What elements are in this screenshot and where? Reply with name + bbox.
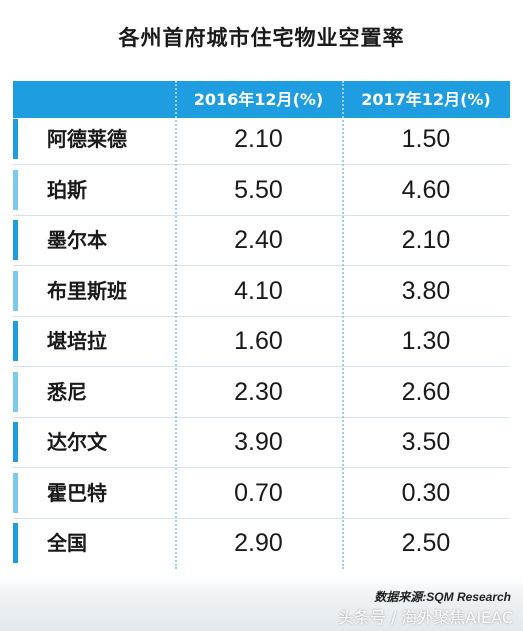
row-accent-bar	[13, 119, 18, 159]
row-accent-bar	[13, 220, 18, 260]
table-row: 珀斯 5.50 4.60	[13, 169, 510, 210]
value-2016: 2.90	[234, 529, 283, 557]
table-row: 霍巴特 0.70 0.30	[13, 472, 510, 513]
row-accent-bar	[13, 523, 18, 563]
value-2016: 2.40	[234, 226, 283, 254]
column-divider-2	[342, 81, 344, 569]
value-2017: 0.30	[401, 478, 451, 507]
row-separator	[13, 366, 510, 367]
value-2017: 2.60	[401, 377, 451, 406]
header-2017: 2017年12月(%)	[361, 90, 491, 109]
row-separator	[13, 315, 510, 317]
city-name: 霍巴特	[47, 480, 107, 505]
table-row: 全国 2.90 2.50	[13, 523, 510, 563]
city-name: 珀斯	[47, 177, 87, 202]
value-2017: 4.60	[401, 175, 451, 204]
table-row: 堪培拉 1.60 1.30	[13, 321, 510, 361]
value-2017: 2.10	[401, 226, 451, 254]
table-row: 阿德莱德 2.10 1.50	[13, 119, 510, 159]
column-divider-1	[175, 81, 177, 569]
value-2016: 2.30	[234, 377, 283, 406]
table-header: 2016年12月(%) 2017年12月(%)	[13, 81, 510, 118]
city-name: 堪培拉	[47, 329, 107, 353]
row-separator	[13, 164, 510, 165]
table-row: 悉尼 2.30 2.60	[13, 371, 510, 412]
value-2017: 1.30	[401, 327, 451, 355]
watermark: 头条号 / 海外聚焦AIEAC	[337, 608, 513, 627]
row-accent-bar	[13, 321, 18, 361]
row-accent-bar	[13, 169, 18, 210]
row-separator	[13, 214, 510, 216]
row-accent-bar	[13, 472, 18, 513]
city-name: 阿德莱德	[47, 127, 127, 151]
value-2016: 5.50	[234, 175, 283, 204]
row-accent-bar	[13, 270, 18, 311]
value-2016: 2.10	[234, 125, 283, 153]
row-separator	[13, 265, 510, 266]
value-2016: 0.70	[234, 478, 283, 507]
value-2016: 4.10	[234, 276, 283, 305]
value-2017: 3.50	[401, 428, 451, 456]
city-name: 布里斯班	[47, 278, 127, 303]
value-2017: 3.80	[401, 276, 451, 305]
table-title: 各州首府城市住宅物业空置率	[118, 26, 405, 50]
table-row: 达尔文 3.90 3.50	[13, 422, 510, 462]
row-separator	[13, 416, 510, 418]
value-2016: 3.90	[234, 428, 283, 456]
row-separator	[13, 467, 510, 468]
city-name: 全国	[47, 531, 87, 555]
header-2016: 2016年12月(%)	[193, 90, 324, 109]
row-accent-bar	[13, 422, 18, 462]
table-row: 墨尔本 2.40 2.10	[13, 220, 510, 260]
row-accent-bar	[13, 371, 18, 412]
city-name: 悉尼	[47, 379, 87, 404]
value-2016: 1.60	[234, 327, 283, 355]
bottom-band	[0, 575, 523, 631]
value-2017: 2.50	[401, 529, 451, 557]
row-separator	[13, 517, 510, 519]
city-name: 墨尔本	[47, 228, 107, 252]
value-2017: 1.50	[401, 125, 451, 153]
source-note: 数据来源:SQM Research	[374, 590, 511, 604]
city-name: 达尔文	[47, 430, 107, 454]
table-row: 布里斯班 4.10 3.80	[13, 270, 510, 311]
